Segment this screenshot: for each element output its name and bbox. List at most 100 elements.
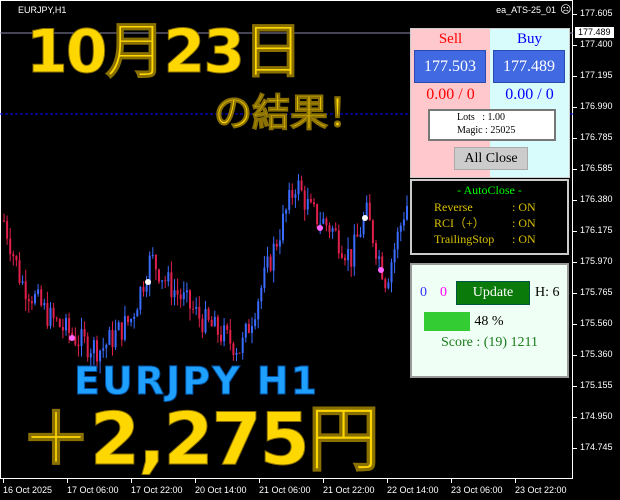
candle-body <box>387 282 390 289</box>
candle-body <box>99 350 102 362</box>
candle-body <box>223 325 226 342</box>
candle-body <box>92 340 95 354</box>
candle-body <box>105 344 108 349</box>
candle-body <box>325 218 328 226</box>
price-tick <box>573 14 577 15</box>
candle-body <box>309 199 312 203</box>
candle-body <box>365 202 368 217</box>
candle-body <box>185 290 188 293</box>
candle-body <box>55 318 58 320</box>
candle-body <box>43 302 46 306</box>
price-label: 175.155 <box>580 380 613 390</box>
price-label: 176.990 <box>580 101 613 111</box>
price-tick <box>573 231 577 232</box>
candle-body <box>179 294 182 300</box>
price-label: 177.400 <box>580 39 613 49</box>
candle-body <box>189 290 191 309</box>
buy-label: Buy <box>516 31 542 47</box>
result-title: の結果！ <box>213 91 367 135</box>
candle-body <box>198 306 201 319</box>
candle-body <box>251 326 253 333</box>
candlestick-series <box>0 32 573 374</box>
sell-label: Sell <box>438 31 463 47</box>
candle-body <box>316 204 319 225</box>
candle-body <box>393 249 396 263</box>
candle-body <box>127 316 129 323</box>
price-label: 175.560 <box>580 318 613 328</box>
sell-pl: 0.00 / 0 <box>426 86 475 103</box>
candle-body <box>83 329 86 337</box>
candle-body <box>319 223 322 225</box>
candle-body <box>15 256 18 261</box>
price-tick <box>573 76 577 77</box>
time-tick <box>131 479 132 483</box>
candle-body <box>269 256 272 271</box>
h-value: H: 6 <box>535 285 560 300</box>
buy-button[interactable]: 177.489 <box>493 50 565 83</box>
candle-body <box>30 301 33 304</box>
candle-body <box>344 257 346 261</box>
candle-body <box>235 352 238 355</box>
price-tick <box>573 386 577 387</box>
candle-body <box>46 302 49 326</box>
candle-body <box>291 190 294 198</box>
chart-symbol: EURJPY,H1 <box>18 5 67 15</box>
candle-body <box>6 220 9 239</box>
buy-pl: 0.00 / 0 <box>505 86 554 103</box>
candle-body <box>96 340 98 362</box>
all-close-button[interactable]: All Close <box>454 147 528 170</box>
candle-body <box>12 254 15 257</box>
candle-body <box>257 301 260 320</box>
candle-body <box>288 190 291 210</box>
candle-body <box>130 318 133 323</box>
update-button[interactable]: Update <box>456 281 530 305</box>
autoclose-panel: - AutoClose - Reverse : ON RCI（+） : ON T… <box>410 179 569 255</box>
candle-body <box>390 262 393 283</box>
candle-body <box>322 218 325 224</box>
candle-body <box>182 292 185 300</box>
candle-body <box>148 255 151 285</box>
candle-body <box>114 330 117 348</box>
sell-button[interactable]: 177.503 <box>414 50 486 83</box>
candle-body <box>356 234 359 237</box>
candle-body <box>89 353 92 358</box>
candle-body <box>158 269 160 282</box>
price-label: 176.380 <box>580 194 613 204</box>
candle-body <box>167 272 170 282</box>
time-label: 21 Oct 22:00 <box>323 485 375 495</box>
signal-marker <box>145 279 151 285</box>
candle-body <box>18 260 21 283</box>
price-tick <box>573 355 577 356</box>
candle-body <box>313 202 315 205</box>
candle-body <box>80 329 83 347</box>
candle-body <box>68 317 71 333</box>
chart-area[interactable] <box>0 0 573 479</box>
price-label: 175.360 <box>580 349 613 359</box>
candle-body <box>151 254 154 256</box>
ea-name: ea_ATS-25_01 <box>496 5 556 15</box>
rci-value: : ON <box>512 216 536 230</box>
candle-body <box>161 280 164 282</box>
signal-marker <box>69 335 75 341</box>
candle-body <box>27 299 30 302</box>
candle-body <box>232 343 235 355</box>
candle-body <box>65 317 67 331</box>
candle-body <box>260 287 263 302</box>
candle-body <box>371 220 374 244</box>
candle-body <box>241 337 244 353</box>
trade-panel: Sell 177.503 0.00 / 0 Buy 177.489 0.00 /… <box>410 28 570 178</box>
sad-face-icon: ☹ <box>560 3 572 16</box>
candle-body <box>244 323 247 338</box>
candle-body <box>216 316 219 335</box>
buy-section: Buy 177.489 0.00 / 0 <box>490 29 569 177</box>
candle-body <box>37 289 40 294</box>
time-label: 16 Oct 2025 <box>3 485 53 495</box>
time-tick <box>387 479 388 483</box>
lot-info-box: Lots : 1.00 Magic : 25025 <box>428 109 556 141</box>
candle-body <box>353 234 356 267</box>
candle-body <box>254 319 257 327</box>
candle-body <box>195 306 198 309</box>
candle-body <box>384 279 387 289</box>
candle-body <box>359 234 362 237</box>
time-tick <box>259 479 260 483</box>
